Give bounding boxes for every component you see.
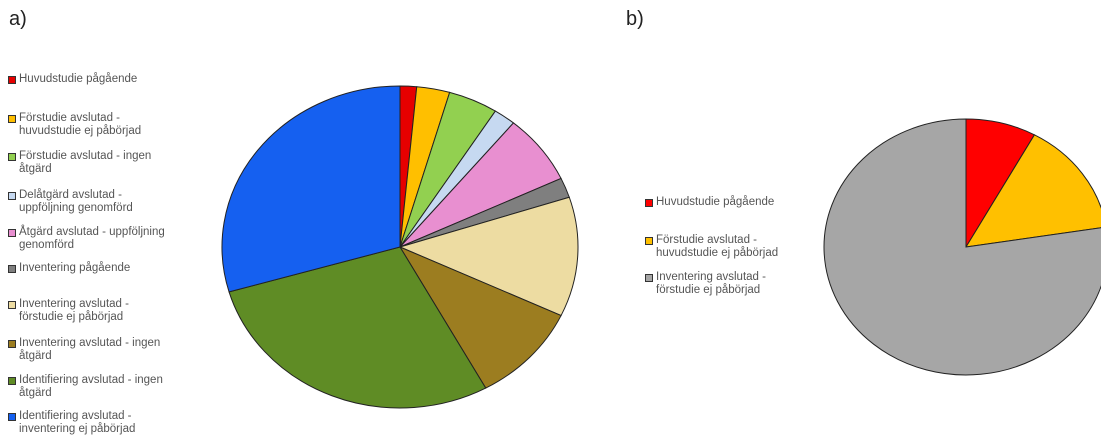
pie-b-slice-2: [823, 118, 1101, 376]
legend-item: Förstudie avslutad - ingen åtgärd: [8, 150, 151, 176]
legend-swatch: [645, 274, 653, 282]
legend-item: Huvudstudie pågående: [8, 73, 137, 86]
legend-swatch: [8, 192, 16, 200]
legend-label: Inventering avslutad - förstudie ej påbö…: [656, 271, 766, 296]
panel-label-a: a): [9, 8, 27, 30]
legend-item: Förstudie avslutad - huvudstudie ej påbö…: [8, 112, 141, 138]
pie-b-slice-1: [965, 134, 1101, 248]
legend-item: Inventering avslutad - förstudie ej påbö…: [8, 298, 129, 324]
legend-chart-a: Huvudstudie pågående Förstudie avslutad -…: [8, 0, 213, 442]
legend-swatch: [8, 377, 16, 385]
pie-a-slice-7: [398, 245, 562, 389]
pie-a-slice-9: [221, 85, 401, 293]
legend-swatch: [8, 76, 16, 84]
legend-chart-b: Huvudstudie pågående Förstudie avslutad -…: [645, 0, 820, 442]
legend-swatch: [8, 229, 16, 237]
legend-swatch: [8, 413, 16, 421]
legend-item: Inventering avslutad - förstudie ej påbö…: [645, 271, 766, 297]
legend-label: Identifiering avslutad - ingen åtgärd: [19, 374, 163, 399]
panel-label-b: b): [626, 8, 644, 30]
legend-label: Åtgärd avslutad - uppföljning genomförd: [19, 226, 165, 251]
legend-label: Inventering avslutad - förstudie ej påbö…: [19, 298, 129, 323]
legend-label: Förstudie avslutad - huvudstudie ej påbö…: [19, 112, 142, 137]
legend-swatch: [8, 115, 16, 123]
legend-label: Förstudie avslutad - huvudstudie ej påbö…: [656, 234, 779, 259]
legend-item: Förstudie avslutad - huvudstudie ej påbö…: [645, 234, 778, 260]
legend-swatch: [8, 153, 16, 161]
pie-a-slice-8: [228, 246, 487, 409]
legend-label: Huvudstudie pågående: [656, 196, 775, 208]
legend-swatch: [645, 199, 653, 207]
legend-label: Inventering avslutad - ingen åtgärd: [19, 337, 161, 362]
legend-label: Identifiering avslutad - inventering ej …: [19, 410, 136, 435]
legend-item: Inventering pågående: [8, 262, 130, 275]
legend-item: Identifiering avslutad - inventering ej …: [8, 410, 135, 436]
legend-swatch: [8, 301, 16, 309]
legend-item: Åtgärd avslutad - uppföljning genomförd: [8, 226, 165, 252]
pie-a-slice-6: [398, 196, 579, 317]
legend-swatch: [645, 237, 653, 245]
legend-item: Huvudstudie pågående: [645, 196, 774, 209]
legend-label: Förstudie avslutad - ingen åtgärd: [19, 150, 152, 175]
legend-swatch: [8, 340, 16, 348]
legend-label: Huvudstudie pågående: [19, 73, 138, 85]
legend-label: Delåtgärd avslutad - uppföljning genomfö…: [19, 189, 133, 214]
legend-label: Inventering pågående: [19, 262, 131, 274]
legend-swatch: [8, 265, 16, 273]
legend-item: Delåtgärd avslutad - uppföljning genomfö…: [8, 189, 133, 215]
legend-item: Identifiering avslutad - ingen åtgärd: [8, 374, 163, 400]
legend-item: Inventering avslutad - ingen åtgärd: [8, 337, 160, 363]
